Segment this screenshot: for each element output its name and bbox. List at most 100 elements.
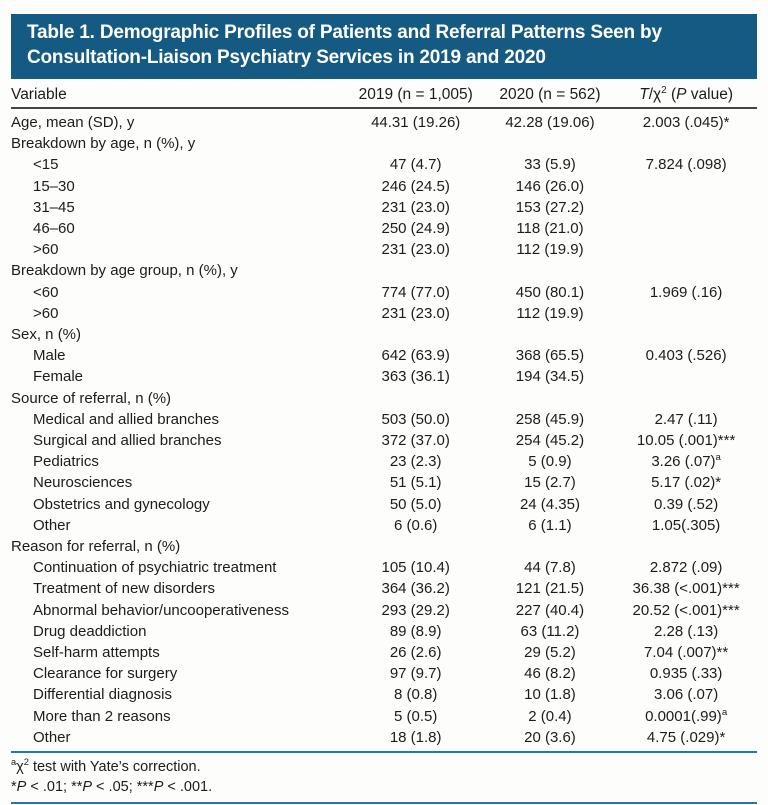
- stat-cell: 10.05 (.001)***: [636, 432, 736, 450]
- text-segment: 2: [661, 84, 667, 96]
- text-segment: test with Yate’s correction.: [28, 759, 201, 776]
- demographics-table: Variable 2019 (n = 1,005) 2020 (n = 562)…: [11, 79, 757, 748]
- value-2019-cell: 44.31 (19.26): [371, 114, 461, 131]
- table-row: Reason for referral, n (%): [11, 536, 757, 557]
- variable-cell: Medical and allied branches: [33, 410, 219, 428]
- stat-cell: 0.39 (.52): [654, 495, 719, 513]
- value-2020-cell: 63 (11.2): [520, 622, 580, 640]
- value-2019-cell: 231 (23.0): [381, 241, 450, 259]
- table-row: Other 18 (1.8) 20 (3.6) 4.75 (.029)*: [11, 727, 757, 748]
- value-2020-cell: 20 (3.6): [524, 728, 576, 746]
- stat-cell: 1.05(.305): [651, 516, 721, 534]
- table-row: Clearance for surgery 97 (9.7) 46 (8.2) 0.9…: [11, 663, 757, 684]
- variable-cell: Sex, n (%): [11, 326, 82, 344]
- value-2019-cell: 50 (5.0): [389, 495, 442, 513]
- value-2020-cell: 10 (1.8): [524, 686, 576, 704]
- table-row: Female 363 (36.1) 194 (34.5): [11, 366, 757, 387]
- variable-cell: Breakdown by age, n (%), y: [11, 135, 196, 153]
- text-segment: /χ: [648, 86, 662, 103]
- value-2019-cell: 8 (0.8): [394, 686, 438, 704]
- value-2019-cell: 18 (1.8): [389, 728, 442, 746]
- value-2019-cell: 774 (77.0): [381, 283, 450, 301]
- table-row: 46–60 250 (24.9) 118 (21.0): [11, 218, 757, 239]
- value-2019-cell: 105 (10.4): [381, 559, 450, 577]
- table-row: Male 642 (63.9) 368 (65.5) 0.403 (.526): [11, 345, 757, 366]
- stat-cell: 0.403 (.526): [645, 347, 727, 365]
- table-row: >60 231 (23.0) 112 (19.9): [11, 239, 757, 260]
- col-header-2020: 2020 (n = 562): [484, 79, 616, 109]
- variable-cell: Other: [33, 728, 71, 746]
- variable-cell: 46–60: [33, 220, 75, 238]
- text-segment: *: [11, 779, 17, 796]
- stat-cell: 7.824 (.098): [645, 156, 727, 174]
- table-row: More than 2 reasons 5 (0.5) 2 (0.4) 0.0001(…: [11, 706, 757, 727]
- value-2019-cell: [347, 324, 485, 345]
- table-row: <15 47 (4.7) 33 (5.9) 7.824 (.098): [11, 154, 757, 175]
- stat-cell: [615, 388, 757, 409]
- value-2019-cell: 364 (36.2): [381, 580, 450, 598]
- table-row: Neurosciences 51 (5.1) 15 (2.7) 5.17 (.02)*: [11, 472, 757, 493]
- value-2019-cell: 246 (24.5): [381, 177, 450, 195]
- stat-cell: [615, 324, 757, 345]
- value-2019-cell: [347, 536, 485, 557]
- text-segment: P: [82, 779, 93, 796]
- variable-cell: >60: [33, 241, 59, 259]
- table-row: Sex, n (%): [11, 324, 757, 345]
- value-2019-cell: 26 (2.6): [389, 644, 442, 662]
- value-2020-cell: 29 (5.2): [524, 644, 576, 662]
- value-2019-cell: 231 (23.0): [381, 304, 450, 322]
- stat-cell: 7.04 (.007)**: [644, 644, 729, 662]
- table-body: Age, mean (SD), y 44.31 (19.26) 42.28 (19.…: [11, 108, 757, 748]
- footnote-line: aχ2 test with Yate’s correction.: [11, 757, 757, 777]
- text-segment: value): [686, 86, 733, 103]
- table-row: Source of referral, n (%): [11, 388, 757, 409]
- stat-cell: 0.0001(.99)a: [645, 706, 728, 725]
- text-segment: < .05; ***: [92, 779, 154, 796]
- value-2020-cell: 258 (45.9): [515, 410, 585, 428]
- table-row: Continuation of psychiatric treatment 105…: [11, 557, 757, 578]
- value-2019-cell: [347, 133, 485, 154]
- value-2020-cell: 44 (7.8): [524, 559, 576, 577]
- stat-cell: [615, 536, 757, 557]
- value-2020-cell: [485, 388, 616, 409]
- table-row: <60 774 (77.0) 450 (80.1) 1.969 (.16): [11, 282, 757, 303]
- table-row: Self-harm attempts 26 (2.6) 29 (5.2) 7.04 (…: [11, 642, 757, 663]
- value-2019-cell: 231 (23.0): [381, 198, 450, 216]
- stat-superscript: a: [715, 452, 721, 464]
- table-row: Obstetrics and gynecology 50 (5.0) 24 (4.3…: [11, 494, 757, 515]
- value-2020-cell: 112 (19.9): [516, 241, 584, 259]
- value-2019-cell: 503 (50.0): [381, 410, 450, 428]
- value-2020-cell: 194 (34.5): [515, 368, 585, 386]
- stat-cell: 3.06 (.07): [654, 686, 719, 704]
- stat-cell: [615, 197, 757, 218]
- value-2020-cell: 368 (65.5): [515, 347, 585, 365]
- variable-cell: Other: [33, 516, 71, 534]
- table-row: Age, mean (SD), y 44.31 (19.26) 42.28 (19.…: [11, 108, 757, 133]
- value-2020-cell: [485, 133, 616, 154]
- variable-cell: Obstetrics and gynecology: [33, 495, 210, 513]
- value-2020-cell: 146 (26.0): [515, 177, 585, 195]
- value-2019-cell: 23 (2.3): [389, 453, 442, 471]
- table-row: Breakdown by age group, n (%), y: [11, 260, 757, 281]
- table-row: Pediatrics 23 (2.3) 5 (0.9) 3.26 (.07)a: [11, 451, 757, 472]
- stat-cell: [615, 218, 757, 239]
- value-2019-cell: 363 (36.1): [381, 368, 450, 386]
- variable-cell: <15: [33, 156, 59, 174]
- value-2019-cell: 51 (5.1): [389, 474, 442, 492]
- variable-cell: Abnormal behavior/uncooperativeness: [33, 601, 289, 619]
- variable-cell: Treatment of new disorders: [33, 580, 216, 598]
- table-row: 15–30 246 (24.5) 146 (26.0): [11, 176, 757, 197]
- value-2020-cell: 5 (0.9): [528, 453, 572, 471]
- stat-cell: 1.969 (.16): [649, 283, 723, 301]
- stat-cell: [615, 133, 757, 154]
- stat-cell: [615, 176, 757, 197]
- stat-cell: 3.26 (.07)a: [651, 452, 721, 471]
- stat-superscript: a: [721, 706, 728, 718]
- variable-cell: Female: [33, 368, 84, 386]
- variable-cell: Source of referral, n (%): [11, 389, 172, 407]
- text-segment: P: [153, 779, 164, 796]
- stat-cell: 4.75 (.029)*: [646, 728, 726, 746]
- value-2019-cell: 293 (29.2): [381, 601, 450, 619]
- value-2020-cell: 46 (8.2): [524, 665, 576, 683]
- variable-cell: Self-harm attempts: [33, 644, 160, 662]
